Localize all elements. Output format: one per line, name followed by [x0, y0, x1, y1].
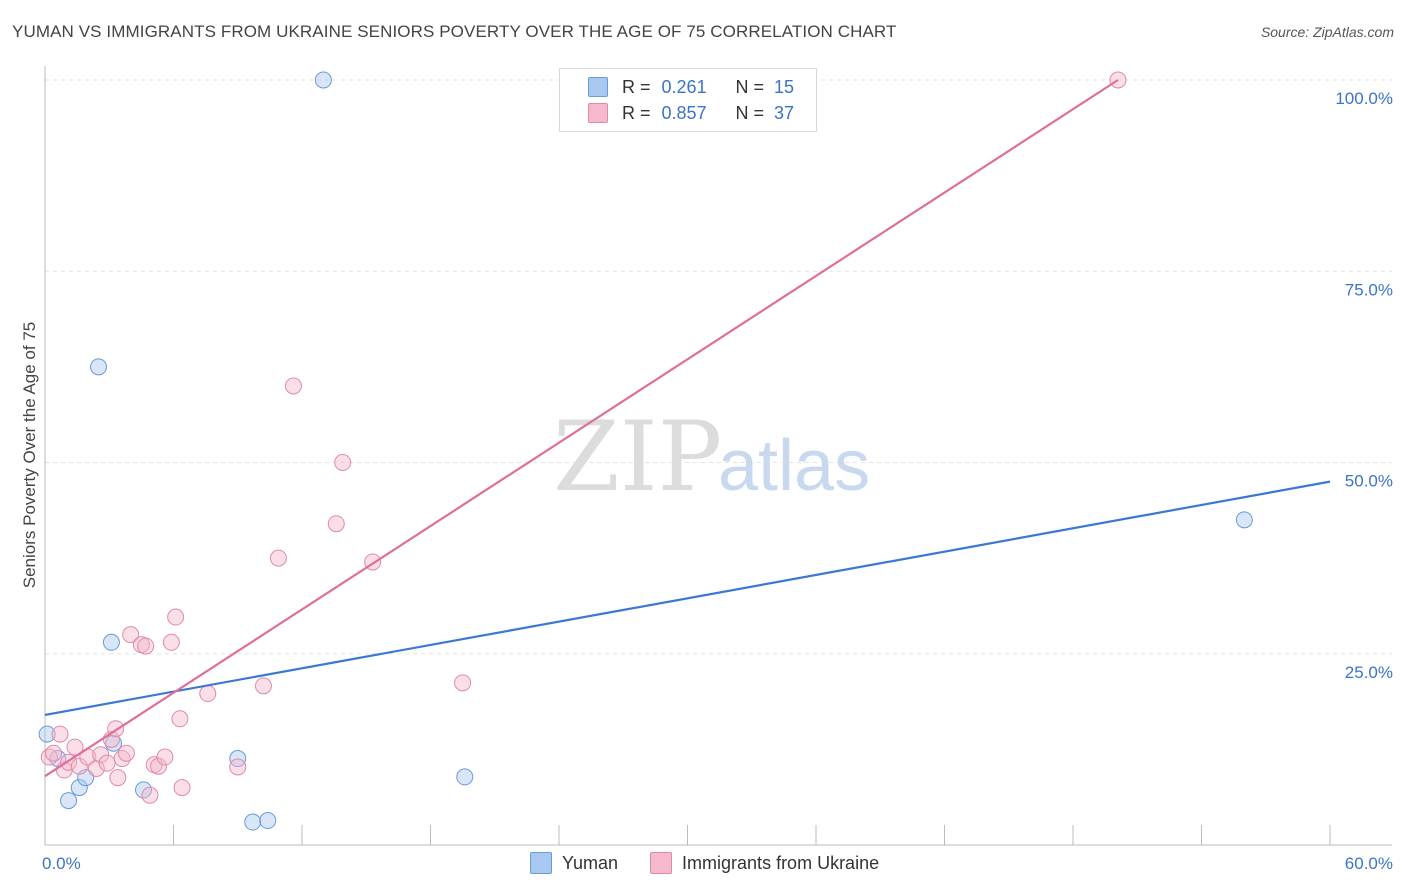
ukraine-point [199, 685, 217, 703]
ukraine-point [284, 377, 302, 395]
ukraine-point [334, 454, 352, 471]
axes [44, 66, 1392, 846]
x-tick-label: 60.0% [1345, 854, 1393, 873]
trend-lines [44, 79, 1331, 778]
ukraine-point [45, 744, 63, 762]
yuman-point [70, 779, 88, 797]
chart-title: YUMAN VS IMMIGRANTS FROM UKRAINE SENIORS… [12, 22, 897, 41]
ukraine-point [66, 738, 84, 756]
legend-item-yuman: Yuman [530, 852, 618, 874]
legend-swatch-ukraine [650, 852, 673, 874]
watermark: ZIP atlas [553, 401, 870, 513]
legend-r-label: R = [622, 76, 651, 97]
y-tick-label: 75.0% [1345, 280, 1393, 299]
data-points [38, 71, 1253, 831]
yuman-point [456, 768, 474, 786]
legend-row-ukraine: R = 0.857 N = 37 [588, 101, 794, 125]
yuman-point [1235, 511, 1253, 529]
ukraine-trend-line [44, 79, 1119, 778]
stats-legend: R = 0.261 N = 15 R = 0.857 N = 37 [559, 68, 817, 132]
legend-n-label: N = [735, 102, 765, 123]
ukraine-point [327, 515, 345, 533]
yuman-point [102, 633, 120, 651]
ukraine-point [156, 748, 174, 766]
ukraine-point [109, 769, 127, 787]
ukraine-point [117, 744, 135, 762]
yuman-point [244, 813, 262, 831]
ukraine-point [173, 779, 191, 797]
yuman-trend-line [44, 480, 1331, 717]
yuman-point [38, 725, 56, 743]
watermark-zip-text: ZIP [553, 401, 722, 513]
yuman-point [314, 71, 332, 89]
legend-r-value: 0.857 [661, 102, 707, 123]
y-tick-label: 50.0% [1345, 472, 1393, 491]
y-tick-label: 25.0% [1345, 663, 1393, 682]
ukraine-point [162, 633, 180, 651]
ukraine-point [141, 786, 159, 804]
y-tick-label: 100.0% [1335, 89, 1393, 108]
tick-labels: 25.0% 50.0% 75.0% 100.0% 0.0% 60.0% [42, 89, 1393, 873]
ukraine-point [137, 637, 155, 655]
yuman-point [259, 812, 277, 830]
ukraine-point [87, 760, 105, 777]
y-axis-label: Seniors Poverty Over the Age of 75 [20, 322, 39, 588]
ukraine-point [150, 757, 168, 775]
grid-lines [45, 79, 1392, 655]
legend-r-label: R = [622, 102, 651, 123]
yuman-point [60, 792, 78, 810]
legend-swatch-ukraine [588, 103, 608, 123]
ukraine-point [98, 754, 116, 772]
ukraine-point [454, 674, 472, 692]
ukraine-point [254, 677, 272, 695]
legend-n-value: 15 [774, 76, 795, 97]
legend-item-ukraine: Immigrants from Ukraine [650, 852, 879, 874]
ukraine-point [122, 626, 140, 644]
ukraine-point [229, 758, 247, 776]
source-label: Source: ZipAtlas.com [1260, 24, 1394, 40]
ukraine-point [167, 608, 185, 626]
watermark-atlas-text: atlas [718, 426, 870, 506]
legend-n-value: 37 [774, 102, 795, 123]
legend-label-yuman: Yuman [562, 852, 619, 873]
yuman-point [90, 358, 108, 376]
ukraine-point [70, 757, 88, 775]
legend-swatch-yuman [588, 77, 608, 97]
ukraine-point [269, 549, 287, 567]
ukraine-point [171, 710, 189, 728]
series-legend: Yuman Immigrants from Ukraine [530, 852, 911, 874]
legend-label-ukraine: Immigrants from Ukraine [682, 852, 880, 873]
x-tick-label: 0.0% [42, 854, 81, 873]
legend-r-value: 0.261 [661, 76, 707, 97]
legend-n-label: N = [735, 76, 765, 97]
legend-swatch-yuman [530, 852, 552, 874]
ukraine-point [51, 725, 69, 743]
ukraine-point [92, 746, 110, 764]
legend-row-yuman: R = 0.261 N = 15 [588, 75, 794, 99]
